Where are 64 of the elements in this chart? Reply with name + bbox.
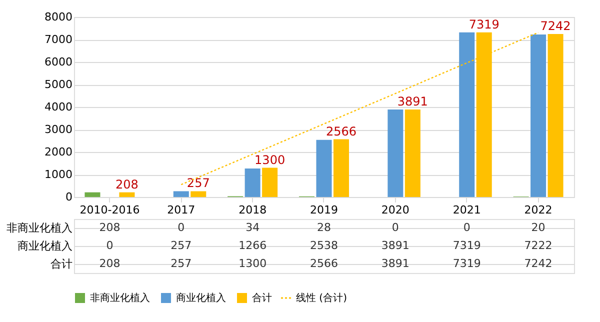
data-label: 1266 xyxy=(238,239,267,252)
x-tick-label: 2019 xyxy=(310,204,338,216)
data-label: 0 xyxy=(106,239,114,252)
data-label: 0 xyxy=(392,221,399,234)
bar xyxy=(459,32,475,197)
data-label: 1300 xyxy=(238,257,267,270)
x-tick-label: 2020 xyxy=(381,204,410,216)
data-label: 0 xyxy=(178,221,185,234)
data-label: 257 xyxy=(170,239,192,252)
data-label: 34 xyxy=(246,221,260,234)
y-tick-label: 5000 xyxy=(44,78,72,91)
data-label: 208 xyxy=(99,257,120,270)
y-tick-label: 8000 xyxy=(44,10,72,24)
data-label: 7222 xyxy=(524,239,552,252)
bar xyxy=(316,140,332,197)
bar xyxy=(262,168,278,197)
bar xyxy=(84,192,100,197)
text: 7242 xyxy=(540,19,571,34)
bar xyxy=(530,34,546,197)
data-label: 0 xyxy=(463,221,470,234)
data-label: 28 xyxy=(317,221,331,234)
legend-label: 非商业化植入 xyxy=(90,292,150,304)
text: 1300 xyxy=(254,152,286,167)
text: 商业化植入 xyxy=(18,240,72,252)
bar xyxy=(388,109,404,197)
y-tick-label: 2000 xyxy=(44,146,72,158)
y-tick-label: 3000 xyxy=(44,123,72,136)
text: 合计 xyxy=(50,258,72,270)
data-label: 7319 xyxy=(452,257,481,270)
bar xyxy=(404,109,420,197)
x-tick-label: 2018 xyxy=(238,204,267,216)
y-tick-label: 0 xyxy=(66,190,72,204)
text: 2566 xyxy=(326,124,357,138)
y-tick-label: 4000 xyxy=(44,100,72,114)
data-label: 7242 xyxy=(524,257,552,270)
data-label: 257 xyxy=(170,257,192,270)
legend-label: 商业化植入 xyxy=(176,292,226,304)
x-tick-label: 2010-2016 xyxy=(80,204,140,216)
x-tick-label: 2022 xyxy=(524,204,552,216)
text: 3891 xyxy=(397,94,428,108)
y-tick-label: 1000 xyxy=(44,168,72,181)
text: 7319 xyxy=(468,17,500,32)
bar xyxy=(119,192,135,197)
data-label: 208 xyxy=(99,221,120,234)
data-label: 7319 xyxy=(452,239,481,252)
bar xyxy=(244,168,260,197)
data-label: 3891 xyxy=(381,239,410,252)
data-label: 2566 xyxy=(310,257,338,270)
legend-label: 合计 xyxy=(252,292,272,304)
x-tick-label: 2017 xyxy=(167,204,196,216)
bar xyxy=(190,191,206,197)
text: 257 xyxy=(186,176,210,190)
x-tick-label: 2021 xyxy=(452,204,481,216)
legend-label: 线性 (合计) xyxy=(296,292,348,304)
y-tick-label: 6000 xyxy=(44,56,72,68)
bar xyxy=(173,191,189,197)
y-tick-label: 7000 xyxy=(44,33,72,46)
text: 非商业化植入 xyxy=(6,222,72,234)
bar xyxy=(333,139,349,197)
data-label: 20 xyxy=(531,221,546,234)
bar xyxy=(548,34,564,197)
data-label: 2538 xyxy=(310,239,338,252)
text: 208 xyxy=(116,177,138,192)
data-label: 3891 xyxy=(381,257,410,270)
